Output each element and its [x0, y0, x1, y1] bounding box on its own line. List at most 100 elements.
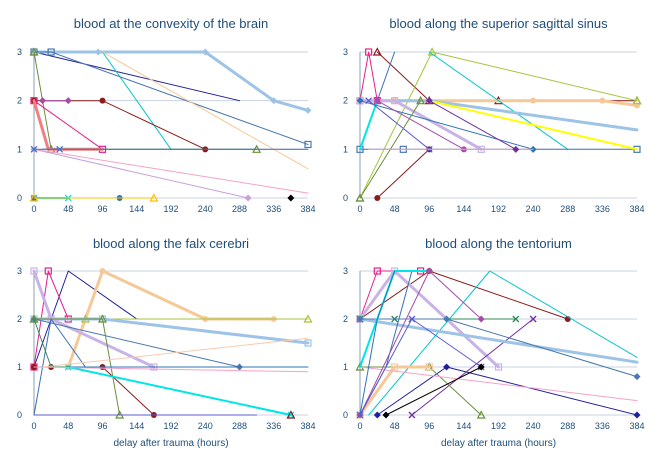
series-s9 — [356, 315, 641, 381]
series-s17 — [30, 145, 64, 153]
series-s11 — [33, 318, 86, 416]
y-tick-label: 3 — [343, 266, 348, 276]
x-tick-label: 336 — [595, 421, 610, 431]
x-tick-label: 48 — [390, 204, 400, 214]
data-point — [425, 267, 433, 275]
series-line — [33, 51, 309, 145]
series-s3 — [102, 51, 172, 150]
data-point — [29, 314, 39, 323]
series-line — [428, 100, 517, 150]
data-point — [408, 315, 416, 323]
data-point — [391, 363, 399, 371]
y-tick-label: 0 — [343, 410, 348, 420]
y-tick-label: 2 — [17, 96, 22, 106]
series-s11 — [356, 363, 433, 419]
data-point — [443, 315, 451, 323]
chart-title: blood along the falx cerebri — [93, 236, 249, 251]
series-s16 — [42, 337, 309, 368]
series-s8 — [358, 317, 639, 364]
data-point — [408, 411, 416, 419]
series-line — [428, 99, 638, 151]
series-line — [33, 51, 240, 102]
data-point — [270, 97, 278, 105]
x-tick-label: 144 — [456, 421, 471, 431]
series-s1 — [357, 268, 571, 322]
data-point — [494, 363, 503, 371]
data-point — [373, 411, 381, 419]
series-line — [102, 51, 172, 150]
data-point — [633, 373, 641, 381]
x-tick-label: 96 — [424, 421, 434, 431]
y-tick-label: 1 — [343, 362, 348, 372]
data-point — [373, 267, 381, 275]
series-line — [385, 366, 482, 416]
x-tick-label: 192 — [163, 421, 178, 431]
data-point — [64, 97, 72, 105]
data-point — [47, 48, 55, 56]
data-point — [425, 363, 433, 371]
chart-panel-3: blood along the falx cerebri 0 1 2 3 0 48 96 144… — [17, 236, 316, 449]
series-line — [33, 318, 240, 368]
series-line — [359, 366, 638, 402]
series-s10 — [374, 146, 433, 201]
series-s16 — [33, 148, 309, 194]
data-point — [56, 145, 64, 153]
series-line — [33, 270, 138, 368]
x-tick-label: 96 — [97, 204, 107, 214]
series-s2 — [30, 48, 312, 114]
data-point — [39, 97, 47, 105]
data-point — [99, 97, 106, 104]
x-tick-label: 192 — [491, 204, 506, 214]
x-tick-label: 48 — [63, 204, 73, 214]
data-point — [374, 97, 381, 104]
x-tick-label: 336 — [266, 204, 281, 214]
data-point — [476, 410, 486, 419]
series-line — [33, 148, 309, 194]
series-line — [33, 366, 155, 416]
series-line — [33, 318, 86, 416]
x-tick-label: 384 — [629, 421, 644, 431]
x-tick-label: 48 — [63, 421, 73, 431]
series-s10 — [39, 97, 72, 105]
data-point — [427, 47, 437, 56]
series-line — [376, 148, 430, 199]
y-tick-label: 3 — [17, 266, 22, 276]
data-point — [29, 47, 39, 56]
series-s13 — [359, 366, 638, 402]
series-s1 — [33, 270, 138, 368]
series-s7 — [31, 97, 209, 153]
data-point — [530, 97, 537, 104]
x-axis-label: delay after trauma (hours) — [441, 438, 556, 449]
x-tick-label: 384 — [300, 204, 315, 214]
data-point — [416, 95, 426, 105]
series-line — [67, 366, 292, 416]
data-point — [99, 268, 106, 274]
chart-panel-4: blood along the tentorium 0 1 2 3 0 48 96 144 192… — [343, 236, 645, 449]
series-line — [358, 317, 639, 364]
series-s13 — [356, 97, 537, 153]
data-point — [97, 314, 108, 323]
series-s1 — [33, 51, 240, 102]
chart-title: blood at the convexity of the brain — [74, 16, 268, 31]
data-point — [304, 140, 312, 149]
data-point — [44, 267, 52, 275]
x-tick-label: 192 — [163, 204, 178, 214]
y-tick-label: 3 — [343, 47, 348, 57]
data-point — [303, 314, 313, 323]
data-point — [355, 193, 365, 202]
series-line — [428, 51, 569, 150]
x-tick-label: 192 — [491, 421, 506, 431]
data-point — [391, 97, 399, 105]
data-point — [372, 47, 382, 56]
series-s18 — [287, 194, 295, 202]
series-s9 — [428, 99, 638, 151]
x-tick-label: 288 — [560, 204, 575, 214]
data-point — [477, 315, 485, 323]
x-tick-label: 0 — [357, 204, 362, 214]
series-s6 — [373, 363, 641, 419]
series-s5 — [408, 315, 537, 419]
data-point — [356, 97, 364, 105]
data-point — [365, 48, 373, 56]
series-s5 — [428, 51, 569, 150]
